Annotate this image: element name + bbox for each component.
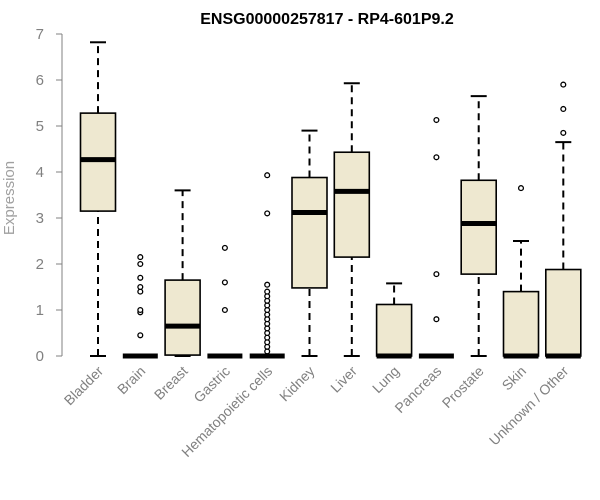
iqr-box (375, 303, 413, 357)
x-tick-label: Prostate (439, 363, 487, 411)
outlier-point (137, 283, 144, 291)
box-lung (375, 282, 413, 359)
box-liver (333, 82, 371, 357)
x-tick-label: Brain (114, 363, 148, 397)
x-tick-label: Liver (327, 363, 360, 396)
y-tick-label: 2 (36, 256, 44, 273)
plot-area (79, 41, 582, 359)
outlier-point (264, 210, 271, 217)
outlier-point (264, 281, 271, 288)
outlier-point (221, 244, 228, 251)
y-tick-label: 5 (36, 118, 44, 135)
iqr-box (502, 290, 540, 357)
outlier-point (264, 172, 271, 179)
outlier-point (137, 306, 144, 314)
outlier-point (517, 185, 525, 192)
x-tick-label: Unknown / Other (486, 363, 572, 449)
iqr-box (291, 176, 328, 289)
box-hematopoietic-cells (249, 172, 285, 359)
iqr-box (544, 268, 582, 357)
y-axis: 0 1 2 3 4 5 6 7 (36, 26, 63, 365)
box-brain (122, 254, 158, 359)
x-tick-label: Breast (151, 363, 191, 403)
box-unknown-other (544, 81, 582, 359)
iqr-box (460, 179, 498, 275)
outlier-point (137, 254, 144, 261)
outlier-point (560, 81, 567, 88)
x-tick-label: Pancreas (391, 363, 444, 416)
outlier-point (221, 306, 228, 314)
x-tick-label: Lung (369, 363, 402, 396)
y-axis-label: Expression (1, 161, 18, 235)
box-pancreas (418, 116, 454, 359)
y-tick-label: 4 (36, 164, 44, 181)
y-tick-label: 0 (36, 348, 44, 365)
box-kidney (291, 129, 328, 357)
outlier-point (221, 279, 228, 286)
outlier-point (433, 271, 440, 278)
outlier-point (433, 116, 440, 124)
iqr-box (79, 112, 117, 212)
x-tick-label: Kidney (276, 363, 318, 405)
x-tick-label: Skin (499, 363, 530, 394)
outlier-point (560, 105, 567, 113)
y-tick-label: 7 (36, 26, 44, 43)
x-tick-label: Bladder (61, 363, 107, 409)
box-gastric (207, 244, 243, 359)
iqr-box (333, 151, 371, 258)
outlier-point (433, 154, 440, 161)
outlier-point (137, 332, 144, 339)
box-skin (502, 185, 540, 359)
box-bladder (79, 41, 117, 357)
box-prostate (460, 95, 498, 357)
y-tick-label: 6 (36, 72, 44, 89)
y-tick-label: 3 (36, 210, 44, 227)
outlier-point (433, 316, 440, 323)
outlier-point (560, 129, 567, 136)
outlier-point (264, 288, 271, 295)
outlier-point (137, 260, 144, 268)
outlier-point (137, 274, 144, 281)
iqr-box (164, 279, 201, 356)
y-tick-label: 1 (36, 302, 44, 319)
chart-title: ENSG00000257817 - RP4-601P9.2 (200, 11, 454, 28)
box-breast (164, 189, 201, 357)
